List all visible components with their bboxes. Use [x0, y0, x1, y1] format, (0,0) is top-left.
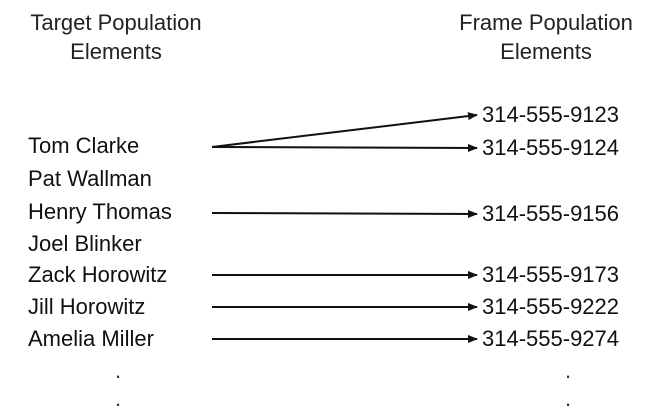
target-element-amelia-miller: Amelia Miller: [28, 326, 154, 351]
arrow-tom-clarke-to-9124: [211, 143, 478, 152]
frame-element-9123: 314-555-9123: [482, 102, 620, 127]
arrow-tom-clarke-to-9123: [211, 112, 478, 148]
target-continuation-dot-1: .: [115, 358, 122, 383]
frame-continuation-dot-2: .: [565, 386, 572, 411]
target-header-line-1: Target Population: [30, 10, 202, 35]
frame-element-9274: 314-555-9274: [482, 326, 620, 351]
frame-element-9124: 314-555-9124: [482, 135, 620, 160]
target-continuation-dot-2: .: [115, 386, 122, 411]
frame-element-9173: 314-555-9173: [482, 262, 620, 287]
frame-header-line-2: Elements: [500, 39, 592, 64]
frame-header-line-1: Frame Population: [459, 10, 633, 35]
target-element-tom-clarke: Tom Clarke: [28, 133, 140, 158]
frame-element-9222: 314-555-9222: [482, 294, 620, 319]
frame-element-9156: 314-555-9156: [482, 201, 620, 226]
target-element-henry-thomas: Henry Thomas: [28, 199, 172, 224]
frame-continuation-dot-1: .: [565, 358, 572, 383]
target-element-joel-blinker: Joel Blinker: [28, 231, 142, 256]
arrow-henry-thomas-to-9156: [211, 209, 478, 218]
target-population-header: Target Population Elements: [8, 8, 224, 66]
frame-population-header: Frame Population Elements: [438, 8, 654, 66]
target-element-zack-horowitz: Zack Horowitz: [28, 262, 168, 287]
target-element-pat-wallman: Pat Wallman: [28, 166, 152, 191]
target-element-jill-horowitz: Jill Horowitz: [28, 294, 146, 319]
target-header-line-2: Elements: [70, 39, 162, 64]
